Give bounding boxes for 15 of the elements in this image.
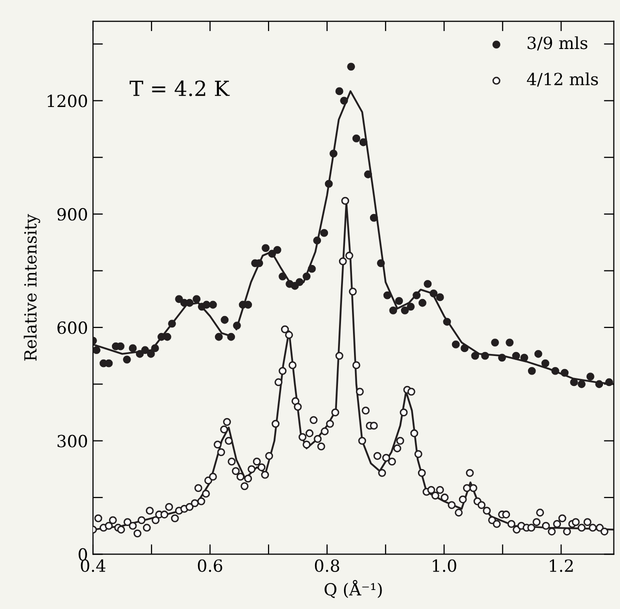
annotation: T = 4.2 K [130, 80, 230, 96]
y-tick-label: 300 [58, 434, 88, 448]
y-tick-label: 0 [78, 548, 88, 561]
y-tick-label: 600 [57, 321, 88, 334]
legend-label: 4/12 mls [526, 72, 598, 87]
x-tick-label: 0.8 [314, 559, 340, 572]
y-tick-label: 1200 [48, 94, 88, 108]
x-tick-label: 0.6 [198, 559, 222, 572]
legend-label: 3/9 mls [528, 36, 588, 51]
x-tick-label: 1.0 [432, 559, 456, 572]
x-tick-label: 1.2 [550, 559, 573, 572]
y-tick-label: 900 [57, 208, 88, 221]
x-axis-title: Q (Å⁻¹) [324, 580, 382, 598]
y-axis-title: Relative intensity [24, 214, 40, 361]
x-tick-label: 0.4 [80, 559, 106, 572]
